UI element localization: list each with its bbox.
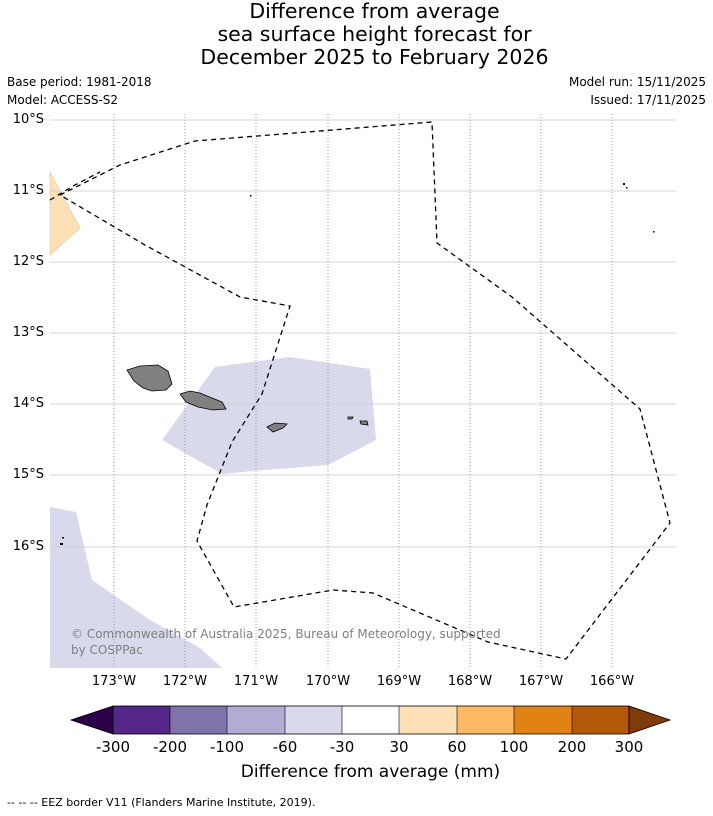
small-islets [60,183,655,545]
eez-legend: -- -- -- EEZ border V11 (Flanders Marine… [7,796,316,809]
ofu-island [347,416,354,420]
colorbar-overflow-arrow [628,705,672,735]
colorbar-segment-7 [457,706,514,734]
samoa-eez-border [59,121,671,660]
colorbar-segment-5 [342,706,399,734]
meta-left: Base period: 1981-2018 Model: ACCESS-S2 [7,73,152,109]
title-line-1: Difference from average [249,0,500,23]
colorbar-label-2: -200 [152,738,188,756]
longitude-gridlines [113,114,613,668]
lon-label-169w: 169°W [376,674,422,689]
samoa-islands [126,364,369,433]
copyright-notice: © Commonwealth of Australia 2025, Bureau… [71,626,511,658]
colorbar-segment-3 [227,706,285,734]
colorbar-title: Difference from average (mm) [240,762,501,782]
colorbar-label-3: -100 [209,738,245,756]
lon-label-167w: 167°W [518,674,564,689]
model-run: Model run: 15/11/2025 [568,75,706,89]
colorbar-segment-2 [170,706,227,734]
colorbar-label-9: 200 [557,738,587,756]
colorbar-label-5: -30 [329,738,355,756]
model-name: Model: ACCESS-S2 [7,93,119,107]
base-period: Base period: 1981-2018 [7,75,152,89]
lat-label-11s: 11°S [12,183,44,198]
colorbar-label-7: 60 [447,738,467,756]
negative-anomaly-patch [162,357,376,474]
colorbar-label-8: 100 [499,738,529,756]
copyright-line-2: by COSPPac [71,643,143,657]
colorbar-underflow-arrow [69,705,114,735]
lat-label-16s: 16°S [12,539,44,554]
lon-label-168w: 168°W [447,674,493,689]
lon-label-172w: 172°W [162,674,208,689]
upolu-island [179,390,227,411]
latitude-gridlines [50,119,676,548]
lon-label-173w: 173°W [91,674,137,689]
colorbar-label-4: -60 [272,738,298,756]
negative-anomaly-patch-southwest [50,507,222,668]
lat-label-13s: 13°S [12,325,44,340]
colorbar-segment-9 [572,706,629,734]
lon-label-166w: 166°W [589,674,635,689]
title-line-2: sea surface height forecast for [217,22,532,46]
eez-borders [49,121,671,660]
colorbar-label-10: 300 [614,738,644,756]
colorbar-label-1: -300 [95,738,131,756]
meta-right: Model run: 15/11/2025 Issued: 17/11/2025 [569,73,706,109]
tokelau-eez-border [49,171,101,201]
colorbar-segment-8 [514,706,572,734]
lat-label-10s: 10°S [12,112,44,127]
savaii-island [126,364,173,392]
title-line-3: December 2025 to February 2026 [200,45,549,69]
lat-label-12s: 12°S [12,254,44,269]
positive-anomaly-patch [49,171,81,256]
colorbar-outline [112,705,630,735]
colorbar [69,705,672,735]
colorbar-segment-6 [399,706,457,734]
manua-island [359,420,369,426]
issued-date: Issued: 17/11/2025 [590,93,706,107]
lat-label-15s: 15°S [12,467,44,482]
copyright-line-1: © Commonwealth of Australia 2025, Bureau… [71,627,501,641]
colorbar-label-6: 30 [389,738,409,756]
lon-label-170w: 170°W [305,674,351,689]
tutuila-island [266,422,288,433]
lat-label-14s: 14°S [12,396,44,411]
lon-label-171w: 171°W [233,674,279,689]
map-title: Difference from average sea surface heig… [0,0,713,69]
colorbar-segment-4 [285,706,342,734]
colorbar-segment-1 [113,706,170,734]
